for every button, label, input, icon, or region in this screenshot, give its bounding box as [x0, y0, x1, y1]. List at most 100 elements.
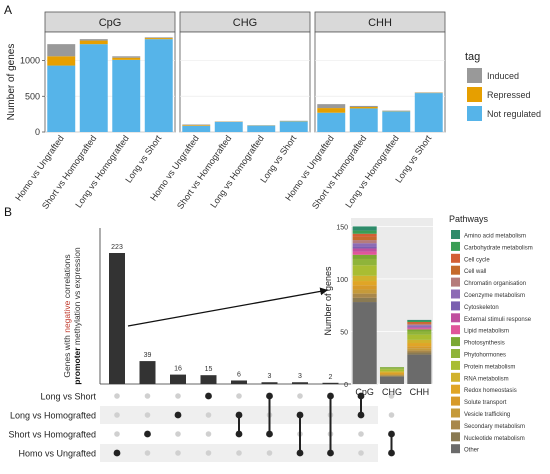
- set-label-long-vs-short: Long vs Short: [40, 392, 96, 402]
- facet-panel-chg: [179, 31, 311, 133]
- axis-title-part: correlations: [62, 254, 72, 300]
- legend-title: tag: [465, 51, 480, 63]
- legend-label-cell-cycle: Cell cycle: [464, 257, 490, 263]
- highlight-arrow: [127, 287, 329, 327]
- axis-title-part: methylation vs expression: [72, 247, 82, 347]
- y-tick-label: 500: [25, 91, 40, 101]
- legend-swatch-external-stimuli-response: [451, 313, 460, 323]
- upset-y-axis-title-line1: Genes with negative correlations: [62, 254, 72, 377]
- bar-cpg-lipid-metabolism: [352, 251, 377, 255]
- matrix-dot-inactive: [114, 412, 120, 418]
- intersection-count-3: 16: [174, 366, 182, 373]
- bar-chg-redox-homeostasis: [379, 372, 405, 374]
- x-tick-label: CHG: [382, 387, 402, 397]
- legend-swatch-cell-cycle: [451, 253, 460, 263]
- y-axis-title: Number of genes: [6, 44, 17, 121]
- bar-cpg-long-vs-short-repressed: [144, 38, 173, 40]
- bar-chh-long-vs-short-not-regulated: [414, 93, 443, 132]
- y-tick-label: 50: [340, 329, 348, 336]
- bar-cpg-chromatin-organisation: [352, 240, 377, 244]
- matrix-dot-inactive: [175, 393, 181, 399]
- set-label-homo-vs-ungrafted: Homo vs Ungrafted: [18, 449, 96, 459]
- legend-label-carbohydrate-metabolism: Carbohydrate metabolism: [464, 245, 533, 251]
- bar-chh-short-vs-homografted-not-regulated: [349, 108, 378, 132]
- intersection-count-4: 15: [205, 366, 213, 373]
- legend-label-lipid-metabolism: Lipid metabolism: [464, 329, 509, 335]
- bar-chh-redox-homeostasis: [407, 343, 432, 347]
- legend-swatch-other: [451, 444, 460, 454]
- bar-chg-homo-vs-ungrafted-not-regulated: [182, 125, 211, 132]
- bar-cpg-short-vs-homografted-repressed: [79, 40, 108, 45]
- bar-chh-secondary-metabolism: [407, 350, 432, 353]
- bar-chh-rna-metabolism: [407, 339, 432, 344]
- intersection-count-7: 3: [298, 373, 302, 380]
- bar-chg-vesicle-trafficking: [379, 374, 405, 376]
- matrix-dot-inactive: [388, 412, 395, 418]
- bar-chh-external-stimuli-response: [407, 327, 432, 329]
- legend-swatch-nucleotide-metabolism: [451, 432, 460, 442]
- matrix-dot-active: [174, 411, 182, 419]
- bar-chh-photosynthesis: [407, 329, 432, 332]
- bar-chh-nucleotide-metabolism: [407, 352, 432, 355]
- bar-cpg-long-vs-homografted-repressed: [112, 57, 141, 60]
- bar-cpg-protein-metabolism: [352, 265, 377, 276]
- y-tick-label: 0: [35, 127, 40, 137]
- bar-chh-coenzyme-metabolism: [407, 325, 432, 327]
- matrix-dot-inactive: [388, 393, 395, 399]
- bar-chg-long-vs-short-not-regulated: [279, 121, 308, 132]
- bar-cpg-phytohormones: [352, 258, 377, 266]
- legend-label-other: Other: [464, 448, 479, 454]
- intersection-count-8: 2: [329, 374, 333, 381]
- bar-cpg-long-vs-short-induced: [144, 37, 173, 39]
- y-axis-title: Number of genes: [323, 266, 333, 336]
- set-label-long-vs-homografted: Long vs Homografted: [10, 411, 96, 421]
- legend-label-secondary-metabolism: Secondary metabolism: [464, 424, 525, 430]
- bar-cpg-redox-homeostasis: [352, 281, 377, 286]
- intersection-bar-6: [261, 382, 278, 384]
- bar-cpg-homo-vs-ungrafted-induced: [47, 44, 76, 57]
- upset-y-axis-title-line2: promoter methylation vs expression: [72, 247, 82, 385]
- bar-chh-lipid-metabolism: [407, 328, 432, 330]
- x-tick-label: CHH: [410, 387, 430, 397]
- intersection-count-6: 3: [268, 373, 272, 380]
- matrix-dot-inactive: [358, 431, 364, 437]
- legend-label-chromatin-organisation: Chromatin organisation: [464, 281, 526, 287]
- legend-swatch-amino-acid-metabolism: [451, 230, 460, 239]
- facet-title-chh: CHH: [368, 17, 392, 29]
- legend-swatch-protein-metabolism: [451, 360, 460, 370]
- intersection-bar-1: [109, 253, 125, 384]
- intersection-bar-7: [292, 382, 308, 384]
- matrix-dot-inactive: [297, 393, 303, 399]
- legend-label-redox-homeostasis: Redox homeostasis: [464, 388, 517, 394]
- bar-cpg-coenzyme-metabolism: [352, 243, 377, 247]
- bar-cpg-nucleotide-metabolism: [352, 297, 377, 303]
- matrix-dot-inactive: [114, 431, 120, 437]
- bar-chh-solute-transport: [407, 346, 432, 349]
- legend-swatch-vesicle-trafficking: [451, 408, 460, 418]
- intersection-bar-3: [170, 374, 186, 384]
- bar-cpg-short-vs-homografted-not-regulated: [79, 44, 108, 133]
- bar-chg-short-vs-homografted-not-regulated: [214, 122, 243, 132]
- legend-swatch-rna-metabolism: [451, 372, 460, 382]
- bar-chh-protein-metabolism: [407, 334, 432, 340]
- bar-chh-homo-vs-ungrafted-repressed: [317, 108, 346, 113]
- bar-cpg-carbohydrate-metabolism: [352, 230, 377, 234]
- legend-label-rna-metabolism: RNA metabolism: [464, 376, 509, 382]
- legend-swatch-secondary-metabolism: [451, 420, 460, 430]
- bar-cpg-external-stimuli-response: [352, 248, 377, 252]
- matrix-dot-inactive: [236, 393, 242, 399]
- intersection-count-1: 223: [111, 244, 123, 251]
- bar-cpg-other: [352, 302, 377, 384]
- legend-swatch-coenzyme-metabolism: [451, 289, 460, 299]
- panel-b-upset-chart: 223391615633221Genes with negative corre…: [8, 228, 400, 462]
- legend-swatch-repressed: [467, 87, 482, 102]
- legend-label-nucleotide-metabolism: Nucleotide metabolism: [464, 436, 525, 442]
- legend-swatch-redox-homeostasis: [451, 384, 460, 394]
- intersection-bar-4: [200, 375, 217, 384]
- matrix-dot-active: [205, 392, 212, 400]
- y-tick-label: 100: [336, 277, 348, 284]
- bar-chg-solute-transport: [379, 373, 405, 375]
- matrix-dot-inactive: [144, 412, 151, 418]
- legend-swatch-chromatin-organisation: [451, 277, 460, 287]
